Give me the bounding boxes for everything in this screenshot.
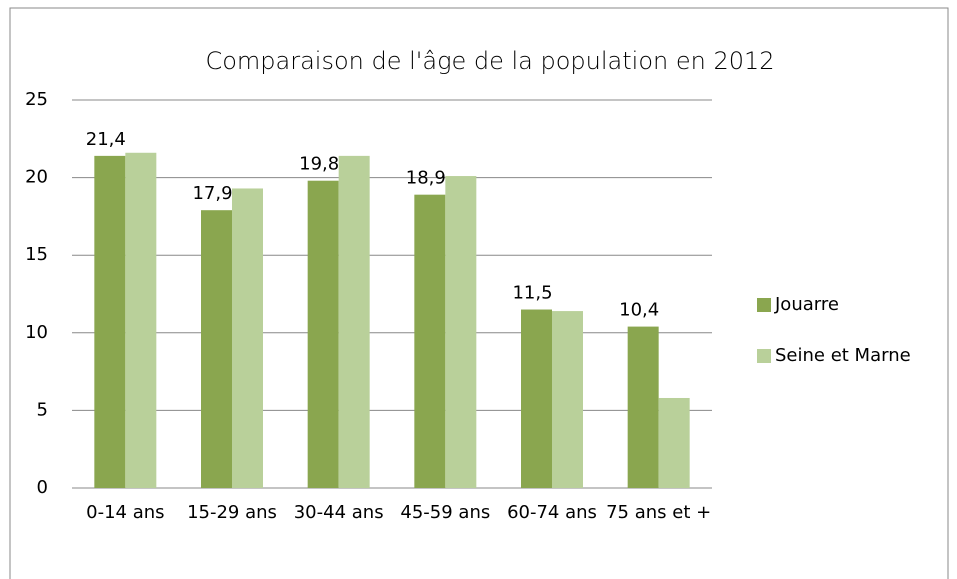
- x-tick-label: 30-44 ans: [293, 502, 384, 523]
- legend-swatch: [757, 349, 771, 363]
- y-tick-label: 0: [37, 477, 48, 498]
- chart-border: [9, 7, 949, 579]
- x-tick-label: 45-59 ans: [400, 502, 491, 523]
- bar: [414, 194, 446, 488]
- chart-title: Comparaison de l'âge de la population en…: [205, 47, 774, 75]
- bar: [125, 152, 157, 488]
- y-tick-label: 15: [25, 244, 48, 265]
- x-tick-label: 60-74 ans: [507, 502, 597, 523]
- bar: [201, 210, 232, 488]
- bar: [658, 397, 690, 488]
- data-label: 18,9: [406, 168, 446, 189]
- bar: [338, 155, 370, 488]
- y-tick-label: 10: [25, 322, 48, 343]
- legend-label: Seine et Marne: [775, 345, 911, 366]
- bar: [521, 309, 552, 488]
- bar: [232, 188, 263, 489]
- y-tick-label: 5: [37, 399, 48, 420]
- legend-label: Jouarre: [774, 294, 839, 315]
- data-label: 11,5: [512, 283, 552, 304]
- y-tick-label: 25: [25, 89, 48, 110]
- x-tick-label: 15-29 ans: [187, 502, 277, 523]
- bar: [627, 326, 659, 488]
- data-label: 19,8: [299, 154, 339, 175]
- bar: [307, 180, 339, 489]
- bar: [94, 155, 126, 488]
- y-tick-label: 20: [25, 167, 48, 188]
- data-label: 21,4: [86, 129, 126, 150]
- legend-swatch: [757, 298, 771, 312]
- x-tick-label: 75 ans et +: [606, 502, 712, 523]
- data-label: 10,4: [619, 300, 659, 321]
- bar: [445, 176, 477, 488]
- data-label: 17,9: [192, 183, 232, 204]
- x-tick-label: 0-14 ans: [86, 502, 165, 523]
- bar: [552, 311, 583, 488]
